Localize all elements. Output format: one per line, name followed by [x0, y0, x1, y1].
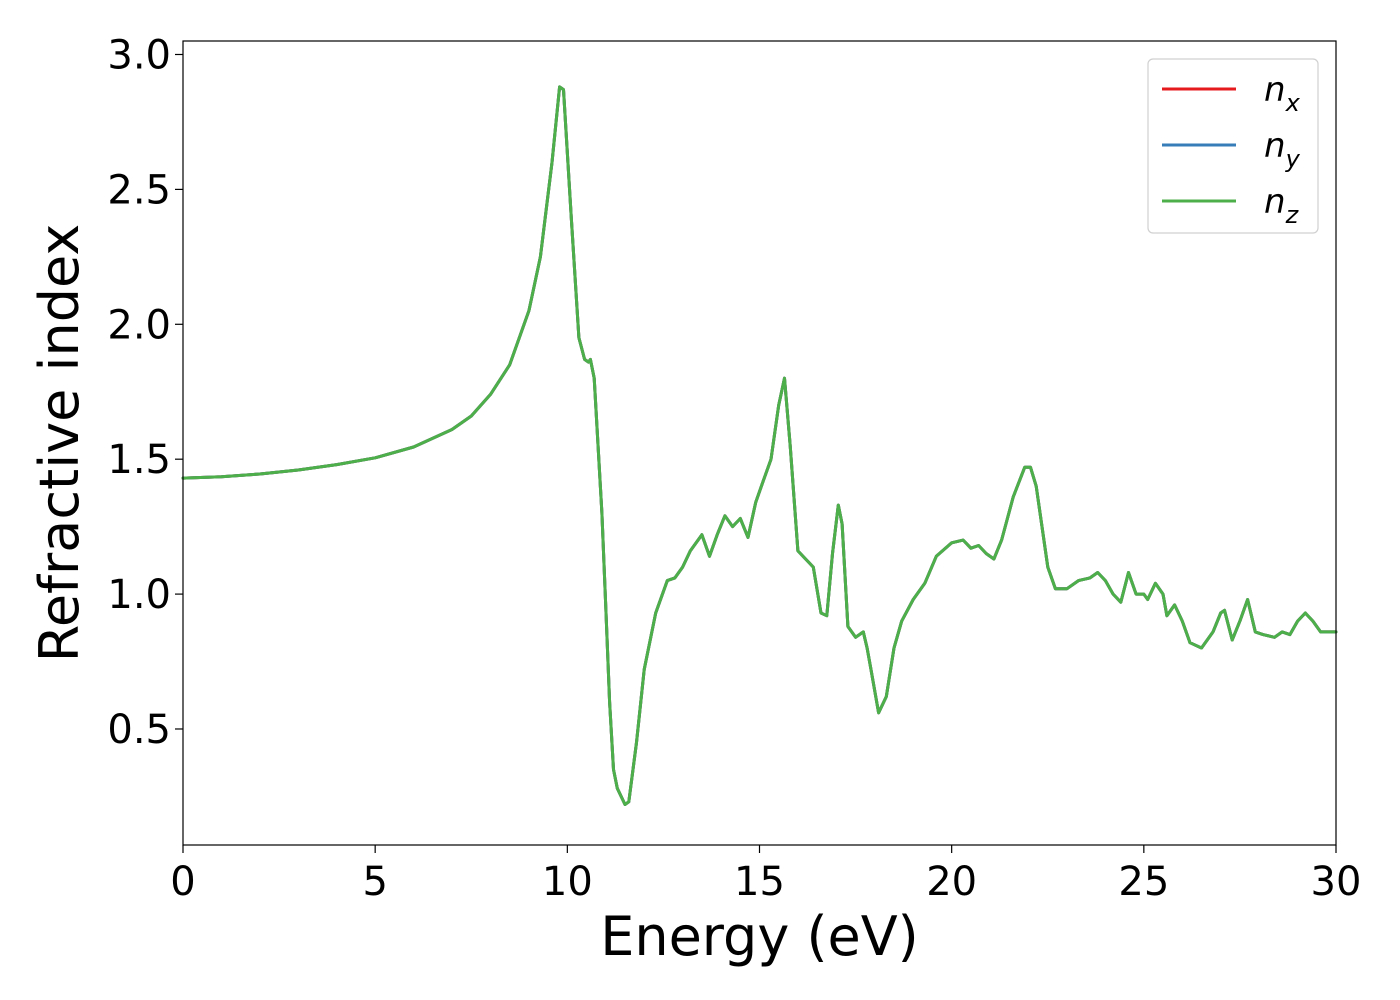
x-tick-label: 25	[1118, 859, 1169, 905]
y-axis-label: Refractive index	[28, 224, 91, 663]
series-lines	[181, 85, 1338, 806]
legend-entry-n-z: nz	[1264, 182, 1300, 229]
x-tick-label: 30	[1311, 859, 1362, 905]
x-tick-label: 10	[542, 859, 593, 905]
series-line-n-z	[181, 85, 1338, 806]
y-tick-label: 0.5	[107, 707, 171, 753]
y-tick-label: 3.0	[107, 32, 171, 78]
ticks-layer: 0 5 10 15 20 25 30 0.5 1.0 1.5 2.0 2.5 3.0	[107, 32, 1361, 905]
x-axis-label: Energy (eV)	[600, 905, 919, 968]
y-tick-label: 1.5	[107, 437, 171, 483]
y-tick-label: 2.5	[107, 167, 171, 213]
legend-entry-n-y: ny	[1264, 126, 1301, 173]
x-tick-label: 20	[926, 859, 977, 905]
x-tick-label: 5	[362, 859, 387, 905]
x-tick-label: 15	[734, 859, 785, 905]
plot-frame	[182, 40, 1337, 846]
y-tick-label: 2.0	[107, 302, 171, 348]
legend: nx ny nz	[1147, 58, 1319, 234]
x-tick-label: 0	[170, 859, 195, 905]
legend-entry-n-x: nx	[1264, 70, 1301, 117]
y-tick-label: 1.0	[107, 572, 171, 618]
